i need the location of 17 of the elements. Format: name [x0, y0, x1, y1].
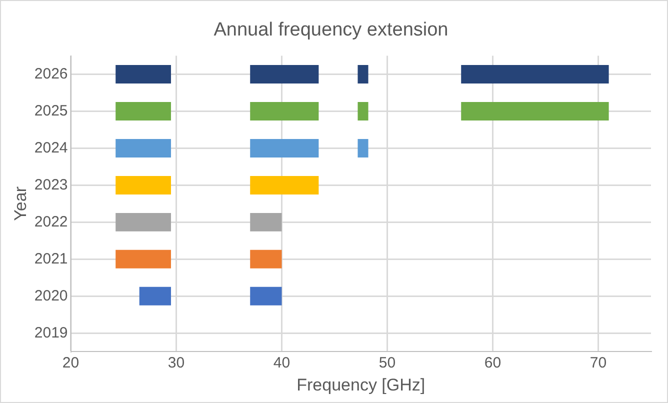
y-tick-label: 2023	[34, 176, 68, 194]
y-tick-label: 2022	[34, 213, 68, 230]
x-tick-label: 30	[168, 354, 185, 372]
y-axis-title: Year	[10, 186, 30, 221]
x-axis-title: Frequency [GHz]	[296, 375, 426, 394]
y-tick-label: 2026	[34, 65, 68, 82]
x-tick-label: 70	[590, 354, 607, 372]
y-tick-label: 2021	[34, 250, 68, 268]
y-tick-label: 2020	[34, 287, 68, 304]
x-tick-label: 40	[273, 354, 290, 372]
chart-title: Annual frequency extension	[214, 20, 448, 41]
x-tick-label: 50	[378, 354, 396, 372]
y-tick-label: 2025	[34, 102, 68, 120]
x-tick-label: 60	[484, 354, 502, 372]
x-tick-label: 20	[62, 354, 80, 372]
y-tick-label: 2024	[34, 139, 68, 156]
y-tick-label: 2019	[34, 324, 68, 342]
